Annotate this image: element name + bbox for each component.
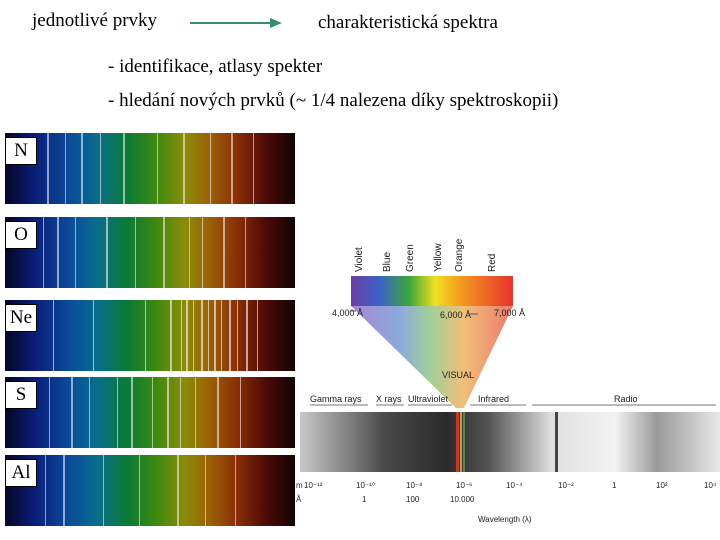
tick-a-1: 100: [406, 495, 420, 504]
tick-m-8: 10⁴: [704, 481, 717, 490]
tick-m-0: 10⁻¹²: [304, 481, 323, 490]
spectrum-strip-n: [5, 133, 295, 204]
color-label-yellow: Yellow: [433, 243, 444, 272]
band-label-uv: Ultraviolet: [408, 394, 449, 404]
elements-label: jednotlivé prvky: [32, 10, 158, 31]
wavelength-label-4000: 4,000 Å: [332, 308, 363, 318]
bullet-new-elements: - hledání nových prvků (~ 1/4 nalezena d…: [108, 90, 559, 111]
band-label-xray: X rays: [376, 394, 402, 404]
color-label-blue: Blue: [382, 252, 393, 272]
color-label-violet: Violet: [354, 247, 365, 272]
tick-a-0: 1: [362, 495, 367, 504]
tick-m-4: 10⁻⁴: [506, 481, 523, 490]
arrow-right-icon: [190, 18, 282, 28]
spectrum-strip-al: [5, 455, 295, 526]
band-label-infrared: Infrared: [478, 394, 509, 404]
bullet-identification: - identifikace, atlasy spekter: [108, 56, 323, 77]
spectrum-strip-ne: [5, 300, 295, 371]
band-label-gamma: Gamma rays: [310, 394, 362, 404]
tick-m-2: 10⁻⁸: [406, 481, 423, 490]
band-label-radio: Radio: [614, 394, 638, 404]
visible-band: [351, 276, 513, 306]
color-label-green: Green: [405, 244, 416, 272]
tick-m-5: 10⁻²: [558, 481, 574, 490]
axis-unit-angstrom: Å: [296, 495, 302, 504]
element-label-s: S: [5, 381, 37, 409]
tick-m-3: 10⁻⁶: [456, 481, 472, 490]
axis-unit-m: m: [296, 481, 303, 490]
spectrum-strip-s: [5, 377, 295, 448]
axis-title: Wavelength (λ): [478, 515, 532, 524]
tick-a-2: 10.000: [450, 495, 475, 504]
element-label-ne: Ne: [5, 304, 37, 332]
color-label-orange: Orange: [454, 238, 465, 272]
visible-fan: [351, 306, 513, 408]
spectrum-strip-o: [5, 217, 295, 288]
em-band-image: [300, 412, 720, 472]
tick-m-6: 1: [612, 481, 617, 490]
color-label-red: Red: [487, 254, 498, 272]
tick-m-1: 10⁻¹⁰: [356, 481, 375, 490]
element-label-n: N: [5, 137, 37, 165]
element-label-o: O: [5, 221, 37, 249]
em-spectrum-diagram: Violet Blue Green Yellow Orange Red 4,00…: [296, 238, 720, 524]
visual-label: VISUAL: [442, 370, 474, 380]
wavelength-label-6000: 6,000 Å: [440, 310, 471, 320]
element-label-al: Al: [5, 459, 37, 487]
spectra-label: charakteristická spektra: [318, 12, 498, 33]
tick-m-7: 10²: [656, 481, 668, 490]
wavelength-label-7000: 7,000 Å: [494, 308, 525, 318]
